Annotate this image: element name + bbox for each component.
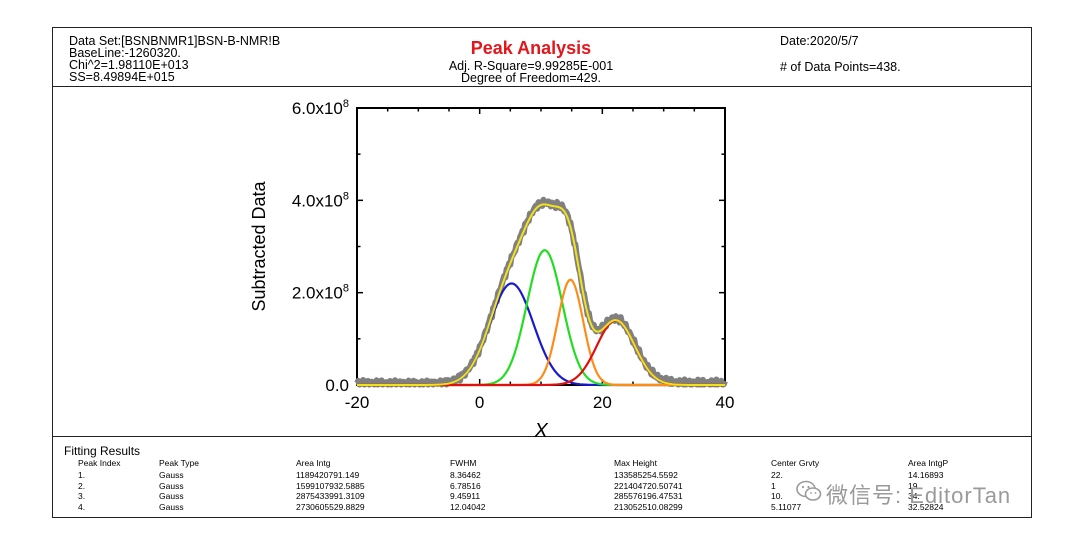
- y-tick-label: 4.0x108: [292, 190, 349, 210]
- table-cell: Gauss: [159, 491, 184, 501]
- dataset-label: Data Set:[BSNBNMR1]BSN-B-NMR!B: [69, 34, 281, 48]
- date-label: Date:2020/5/7: [780, 34, 859, 48]
- baseline-label: BaseLine:-1260320.: [69, 46, 181, 60]
- table-header-cell: FWHM: [450, 458, 477, 468]
- points-label: # of Data Points=438.: [780, 60, 901, 74]
- table-header-cell: Peak Index: [78, 458, 121, 468]
- table-cell: Gauss: [159, 470, 184, 480]
- report-title: Peak Analysis: [470, 38, 592, 58]
- peak-1-line: [357, 282, 725, 387]
- y-tick-label: 6.0x108: [292, 98, 349, 118]
- chi2-label: Chi^2=1.98110E+013: [69, 58, 189, 72]
- table-cell: 2730605529.8829: [296, 501, 365, 512]
- table-header-cell: Peak Type: [159, 458, 200, 468]
- table-cell: 1599107932.5885: [296, 480, 365, 491]
- table-cell: 213052510.08299: [614, 501, 683, 512]
- table-cell: 2.: [78, 480, 86, 491]
- adj-r2-label: Adj. R-Square=9.99285E-001: [448, 59, 614, 73]
- table-cell: 22.: [771, 470, 783, 480]
- table-cell: 19.: [908, 480, 920, 491]
- table-cell: Gauss: [159, 480, 184, 491]
- watermark-text: 微信号: EditorTan: [826, 483, 1012, 508]
- ss-label: SS=8.49894E+015: [69, 70, 175, 84]
- table-cell: 4.: [78, 501, 86, 512]
- x-tick-label: 20: [593, 393, 612, 412]
- x-tick-label: 40: [716, 393, 735, 412]
- x-axis-label: X: [533, 420, 548, 442]
- results-divider: [53, 436, 1031, 437]
- table-cell: 1: [771, 480, 776, 491]
- table-cell: 221404720.50741: [614, 480, 683, 491]
- table-header-cell: Area Intg: [296, 458, 331, 468]
- peak-2-line: [357, 249, 725, 387]
- table-cell: Gauss: [159, 501, 184, 512]
- fitting-results-title: Fitting Results: [64, 444, 141, 458]
- header-divider: [53, 86, 1031, 87]
- peak-3-line: [357, 278, 725, 387]
- peak-4-line: [357, 319, 725, 387]
- table-cell: 3.: [78, 491, 86, 501]
- x-tick-label: 0: [475, 393, 484, 412]
- table-cell: 12.04042: [450, 501, 486, 512]
- table-cell: 133585254.5592: [614, 470, 678, 480]
- table-cell: 1.: [78, 470, 86, 480]
- table-cell: 1189420791.149: [296, 470, 360, 480]
- table-cell: 32.52824: [908, 501, 944, 512]
- table-cell: 14.16893: [908, 470, 944, 480]
- raw-data-line: [354, 196, 728, 388]
- table-cell: 2875433991.3109: [296, 491, 365, 501]
- y-tick-label: 2.0x108: [292, 283, 349, 303]
- table-header-cell: Max Height: [614, 458, 657, 468]
- table-cell: 8.36462: [450, 470, 481, 480]
- table-cell: 5.11077: [771, 501, 802, 512]
- y-axis-label: Subtracted Data: [249, 180, 269, 311]
- dof-label: Degree of Freedom=429.: [460, 71, 601, 85]
- table-cell: 6.78516: [450, 480, 481, 491]
- table-cell: 34.: [908, 491, 920, 501]
- wechat-icon: [796, 480, 822, 501]
- table-cell: 285576196.47531: [614, 491, 683, 501]
- report-frame: Data Set:[BSNBNMR1]BSN-B-NMR!B BaseLine:…: [52, 27, 1032, 518]
- table-cell: 10.: [771, 491, 783, 501]
- table-cell: 9.45911: [450, 491, 481, 501]
- y-tick-label: 0.0: [325, 376, 349, 395]
- x-tick-label: -20: [345, 393, 370, 412]
- table-header-cell: Area IntgP: [908, 458, 949, 468]
- cumulative-fit-line: [357, 203, 725, 386]
- table-header-cell: Center Grvty: [771, 458, 820, 468]
